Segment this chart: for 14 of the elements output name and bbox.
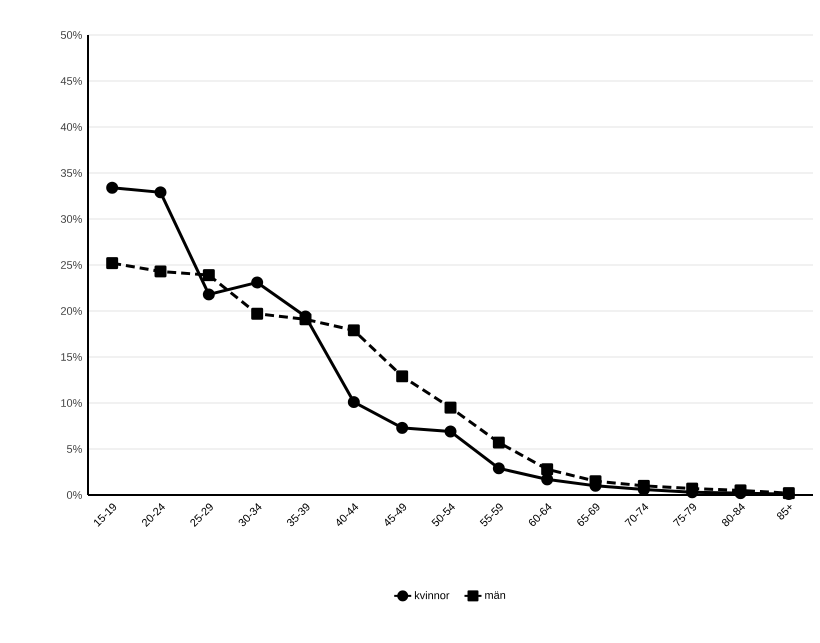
- y-tick-label: 45%: [60, 77, 82, 85]
- y-tick-label: 35%: [60, 169, 82, 177]
- y-tick-label: 0%: [66, 491, 82, 499]
- legend-label: kvinnor: [414, 591, 450, 600]
- y-tick-label: 25%: [60, 261, 82, 269]
- y-tick-label: 5%: [66, 445, 82, 453]
- x-tick-label: 85+: [776, 505, 792, 520]
- y-tick-label: 40%: [60, 123, 82, 131]
- legend-label: män: [485, 591, 506, 600]
- y-tick-label: 15%: [61, 353, 82, 361]
- y-tick-label: 30%: [60, 215, 82, 223]
- y-tick-label: 10%: [61, 399, 82, 407]
- y-tick-label: 20%: [60, 307, 82, 315]
- y-tick-label: 50%: [60, 31, 82, 39]
